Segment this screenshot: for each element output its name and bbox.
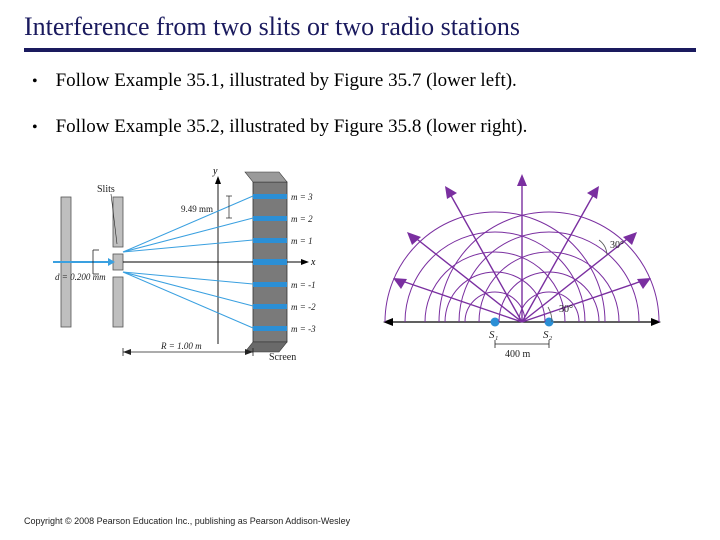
s1-label: S₁	[489, 329, 499, 341]
m-label: m = -2	[291, 302, 316, 312]
page-title: Interference from two slits or two radio…	[24, 12, 696, 52]
angle-label: 30°	[610, 240, 624, 251]
bullet-item: • Follow Example 35.2, illustrated by Fi…	[32, 116, 696, 138]
bullet-text: Follow Example 35.1, illustrated by Figu…	[56, 70, 517, 92]
figure-left: Slits d = 0.200 mm y x	[53, 162, 338, 362]
copyright-text: Copyright © 2008 Pearson Education Inc.,…	[24, 516, 350, 526]
x-axis-label: x	[310, 257, 316, 268]
r-label: R = 1.00 m	[160, 341, 202, 351]
screen-label: Screen	[269, 352, 296, 362]
bullet-text: Follow Example 35.2, illustrated by Figu…	[56, 116, 528, 138]
m-label: m = 3	[291, 192, 313, 202]
bullet-marker: •	[32, 73, 38, 91]
figures-row: Slits d = 0.200 mm y x	[24, 162, 696, 362]
bullet-marker: •	[32, 119, 38, 137]
bullet-list: • Follow Example 35.1, illustrated by Fi…	[24, 70, 696, 138]
d-label: d = 0.200 mm	[55, 272, 106, 282]
m-label: m = 2	[291, 214, 313, 224]
slits-label: Slits	[97, 184, 115, 195]
spacing-label: 9.49 mm	[181, 204, 213, 214]
angle-label: 30°	[559, 304, 573, 315]
y-axis-label: y	[212, 166, 218, 177]
m-label: m = 1	[291, 236, 313, 246]
bullet-item: • Follow Example 35.1, illustrated by Fi…	[32, 70, 696, 92]
s2-label: S₂	[543, 329, 553, 341]
m-label: m = -1	[291, 280, 316, 290]
figure-right: S₁ S₂ 400 m	[377, 162, 667, 362]
m-label: m = -3	[291, 324, 316, 334]
dist-label: 400 m	[505, 349, 531, 360]
